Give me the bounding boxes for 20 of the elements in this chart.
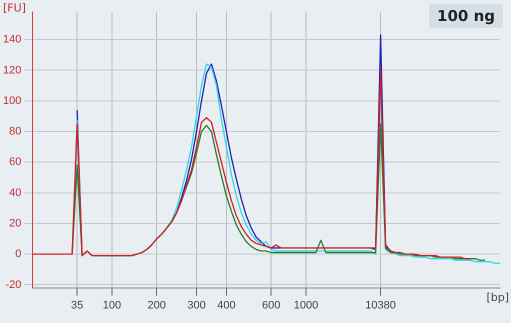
annotation: 100 ng bbox=[429, 4, 503, 28]
y-tick-label: 80 bbox=[9, 126, 22, 138]
x-tick-label: 100 bbox=[102, 299, 122, 312]
y-tick-label: 0 bbox=[15, 248, 22, 260]
y-tick-label: 60 bbox=[9, 156, 22, 168]
y-tick-label: -20 bbox=[5, 278, 22, 291]
x-tick-label: 35 bbox=[71, 299, 84, 312]
y-tick-label: 20 bbox=[9, 217, 22, 230]
x-tick-label: 200 bbox=[148, 299, 166, 312]
y-axis-title: [FU] bbox=[3, 1, 26, 14]
x-tick-label: 300 bbox=[187, 299, 206, 312]
y-tick-label: 140 bbox=[2, 34, 22, 46]
y-tick-label: 40 bbox=[9, 186, 22, 199]
x-axis-title: [bp] bbox=[486, 291, 509, 304]
x-tick-label: 10380 bbox=[365, 299, 396, 312]
y-tick-label: 120 bbox=[2, 64, 22, 76]
x-tick-label: 600 bbox=[262, 299, 280, 312]
y-tick-label: 100 bbox=[2, 94, 22, 107]
x-tick-label: 400 bbox=[217, 299, 236, 312]
x-tick-label: 1000 bbox=[294, 299, 318, 312]
